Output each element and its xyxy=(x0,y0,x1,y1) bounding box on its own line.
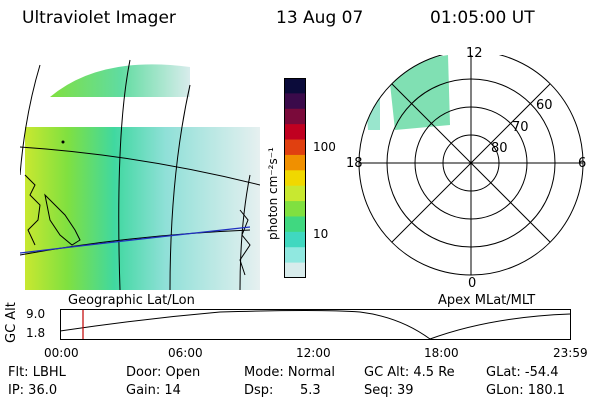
instrument-title: Ultraviolet Imager xyxy=(22,8,176,28)
gc-alt-axis-label: GC Alt xyxy=(4,302,19,343)
mlat-80-label: 80 xyxy=(491,141,508,156)
satellite-track xyxy=(20,226,251,254)
colorbar-segment xyxy=(284,78,306,94)
ip-info: IP: 36.0 xyxy=(8,383,58,398)
glon-info: GLon: 180.1 xyxy=(486,383,566,398)
gc-alt-tick-low: 1.8 xyxy=(26,326,46,340)
colorbar-segment xyxy=(284,231,306,248)
dsp-label: Dsp: xyxy=(244,383,274,398)
filter-info: Flt: LBHL xyxy=(8,365,66,380)
seq-info: Seq: 39 xyxy=(364,383,414,398)
mlt-18-label: 18 xyxy=(346,156,363,171)
colorbar-border xyxy=(284,78,306,278)
colorbar-segment xyxy=(284,124,306,141)
time-tick-0000: 00:00 xyxy=(44,346,79,360)
colorbar-segment xyxy=(284,139,306,156)
time-tick-1200: 12:00 xyxy=(296,346,331,360)
gc-alt-tick-high: 9.0 xyxy=(26,307,46,321)
polar-image-patch-2 xyxy=(365,85,380,130)
colorbar-segment xyxy=(284,154,306,171)
date-label: 13 Aug 07 xyxy=(276,8,364,28)
mode-info: Mode: Normal xyxy=(244,365,335,380)
reference-marker xyxy=(61,140,65,144)
time-tick-0600: 06:00 xyxy=(168,346,203,360)
colorbar-segment xyxy=(284,201,306,217)
time-tick-1800: 18:00 xyxy=(424,346,459,360)
image-band-top xyxy=(50,64,190,97)
colorbar-segment xyxy=(284,108,306,125)
altitude-plot xyxy=(60,309,571,340)
polar-plot xyxy=(358,55,584,276)
geographic-caption: Geographic Lat/Lon xyxy=(68,293,195,308)
mlat-70-label: 70 xyxy=(512,120,529,135)
mlat-60-label: 60 xyxy=(536,98,553,113)
colorbar-segment xyxy=(284,185,306,202)
dsp-value: 5.3 xyxy=(300,383,321,398)
colorbar-segment xyxy=(284,170,306,187)
colorbar-segment xyxy=(284,216,306,233)
glat-info: GLat: -54.4 xyxy=(486,365,559,380)
door-info: Door: Open xyxy=(126,365,201,380)
time-label: 01:05:00 UT xyxy=(430,8,535,28)
geographic-map xyxy=(20,59,260,290)
gain-info: Gain: 14 xyxy=(126,383,181,398)
mlt-0-label: 0 xyxy=(468,276,477,291)
polar-image-patch xyxy=(388,55,450,130)
colorbar-unit-label: photon cm⁻²s⁻¹ xyxy=(266,147,280,240)
mlt-6-label: 6 xyxy=(578,156,587,171)
colorbar xyxy=(284,78,306,278)
colorbar-segment xyxy=(284,247,306,264)
altitude-curve xyxy=(60,310,571,340)
colorbar-segment xyxy=(284,93,306,110)
apex-caption: Apex MLat/MLT xyxy=(438,293,536,308)
colorbar-segment xyxy=(284,262,306,278)
colorbar-tick-100: 100 xyxy=(313,140,336,154)
mlt-12-label: 12 xyxy=(466,46,483,61)
coastline xyxy=(24,174,251,276)
time-tick-2359: 23:59 xyxy=(553,346,588,360)
image-band-main xyxy=(25,127,260,290)
gc-alt-info: GC Alt: 4.5 Re xyxy=(364,365,455,380)
colorbar-tick-10: 10 xyxy=(313,227,329,241)
